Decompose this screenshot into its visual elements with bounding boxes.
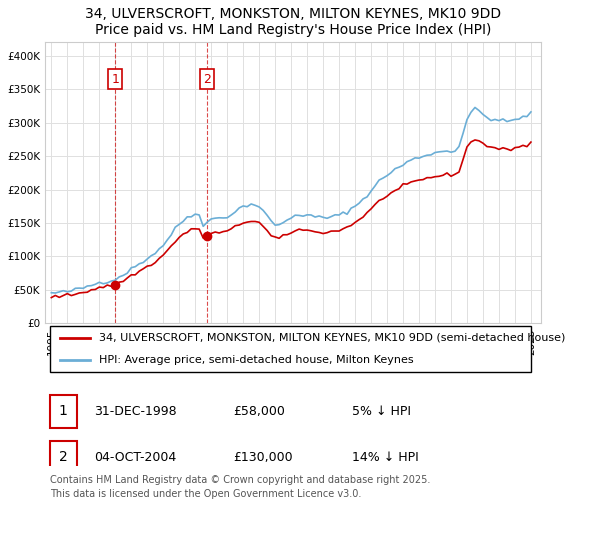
- Text: 34, ULVERSCROFT, MONKSTON, MILTON KEYNES, MK10 9DD (semi-detached house): 34, ULVERSCROFT, MONKSTON, MILTON KEYNES…: [100, 333, 566, 343]
- Text: 2: 2: [59, 450, 68, 464]
- Text: 5% ↓ HPI: 5% ↓ HPI: [352, 405, 411, 418]
- Title: 34, ULVERSCROFT, MONKSTON, MILTON KEYNES, MK10 9DD
Price paid vs. HM Land Regist: 34, ULVERSCROFT, MONKSTON, MILTON KEYNES…: [85, 7, 501, 37]
- Text: HPI: Average price, semi-detached house, Milton Keynes: HPI: Average price, semi-detached house,…: [100, 355, 414, 365]
- FancyBboxPatch shape: [50, 326, 530, 372]
- Text: 31-DEC-1998: 31-DEC-1998: [94, 405, 177, 418]
- Text: 1: 1: [111, 73, 119, 86]
- Text: 1: 1: [59, 404, 68, 418]
- FancyBboxPatch shape: [50, 441, 77, 474]
- Text: £58,000: £58,000: [233, 405, 285, 418]
- Text: £130,000: £130,000: [233, 451, 293, 464]
- FancyBboxPatch shape: [50, 395, 77, 428]
- Text: 04-OCT-2004: 04-OCT-2004: [94, 451, 177, 464]
- Text: Contains HM Land Registry data © Crown copyright and database right 2025.
This d: Contains HM Land Registry data © Crown c…: [50, 475, 430, 499]
- Text: 14% ↓ HPI: 14% ↓ HPI: [352, 451, 419, 464]
- Text: 2: 2: [203, 73, 211, 86]
